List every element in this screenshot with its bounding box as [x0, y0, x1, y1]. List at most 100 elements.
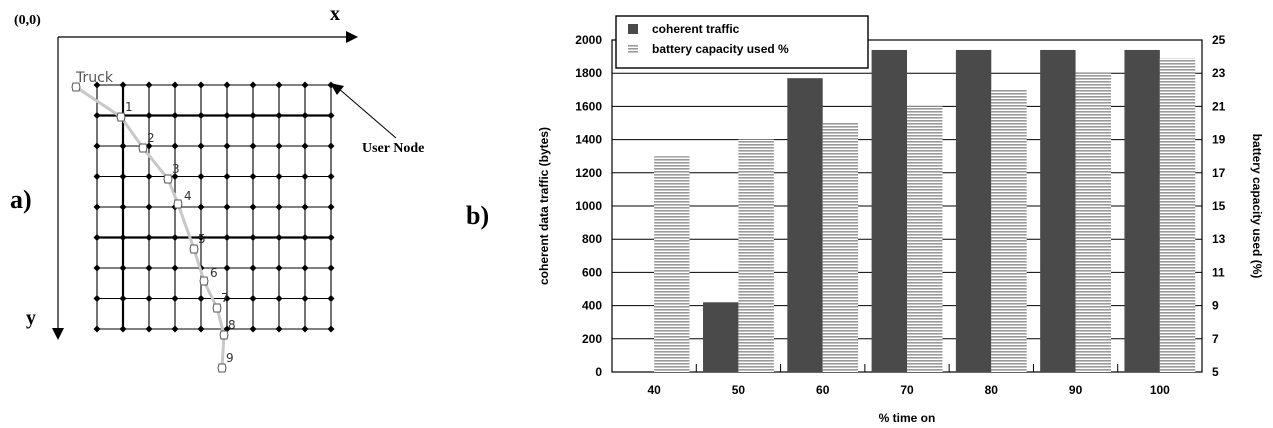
y-right-tick-label: 17 [1212, 166, 1226, 180]
sensor-node [275, 112, 283, 119]
sensor-node [171, 325, 179, 333]
sensor-node [119, 173, 127, 180]
sensor-node [223, 81, 231, 89]
sensor-node [301, 112, 309, 119]
path-step-label: 9 [226, 351, 234, 365]
sensor-node [197, 142, 205, 150]
y-right-tick-label: 25 [1212, 33, 1226, 47]
sensor-node [93, 325, 101, 333]
sensor-node [249, 325, 257, 333]
sensor-node [93, 264, 101, 272]
x-tick-label: 90 [1069, 383, 1083, 397]
sensor-node [327, 234, 335, 241]
x-tick-label: 40 [647, 383, 661, 397]
sensor-node [119, 234, 127, 241]
sensor-node [275, 264, 283, 272]
truck-label: Truck [75, 70, 114, 86]
x-axis-label: x [330, 3, 340, 25]
sensor-node [145, 203, 153, 211]
sensor-node [327, 203, 335, 211]
bar-battery-capacity [1159, 58, 1196, 372]
sensor-node [249, 203, 257, 211]
bar-coherent-traffic [703, 302, 739, 372]
sensor-node [119, 142, 127, 150]
sensor-node [327, 325, 335, 333]
bar-coherent-traffic [955, 49, 992, 373]
bar-chart: 0 200 400 600 800 1000 1200 1400 1600 1800 2000 5 7 9… [537, 15, 1264, 425]
sensor-node [249, 234, 257, 241]
sensor-node [327, 295, 335, 302]
sensor-node [197, 295, 205, 302]
y-right-tick-label: 11 [1212, 265, 1225, 279]
sensor-node [301, 173, 309, 180]
user-node-pointer-head [330, 83, 344, 95]
y-left-tick-label: 800 [582, 232, 602, 246]
sensor-node [301, 203, 309, 211]
legend-label-battery-capacity: battery capacity used % [652, 42, 789, 56]
legend-swatch-coherent-traffic [628, 24, 638, 34]
sensor-node [119, 325, 127, 333]
y-axis-label: y [26, 307, 36, 329]
truck-position-marker [212, 303, 222, 313]
bar-battery-capacity [654, 156, 690, 372]
truck-position-marker [219, 330, 229, 340]
sensor-node [275, 142, 283, 150]
x-tick-label: 50 [732, 383, 746, 397]
sensor-node [145, 234, 153, 241]
y-right-tick-label: 7 [1212, 332, 1219, 346]
sensor-node [171, 234, 179, 241]
sensor-node [301, 234, 309, 241]
y-left-tick-label: 1600 [575, 99, 602, 113]
sensor-node [223, 112, 231, 119]
sensor-node [327, 264, 335, 272]
sensor-node [275, 325, 283, 333]
panel-b-label: b) [466, 201, 489, 230]
legend-box [615, 15, 869, 69]
y-right-tick-label: 13 [1212, 232, 1226, 246]
truck-position-marker [173, 199, 183, 209]
sensor-node [301, 295, 309, 302]
y-right-tick-label: 19 [1212, 133, 1226, 147]
y-left-tick-label: 400 [582, 299, 602, 313]
sensor-node [249, 142, 257, 150]
x-tick-label: 80 [985, 383, 999, 397]
y-right-tick-label: 9 [1212, 299, 1219, 313]
sensor-node [301, 81, 309, 89]
y-left-tick-label: 1200 [575, 166, 602, 180]
sensor-node [327, 173, 335, 180]
y-left-tick-label: 200 [582, 332, 602, 346]
sensor-node [93, 142, 101, 150]
sensor-node [223, 264, 231, 272]
sensor-node [93, 295, 101, 302]
bar-coherent-traffic [1124, 49, 1160, 373]
sensor-node [301, 264, 309, 272]
truck-position-marker [217, 363, 227, 373]
truck-position-marker [163, 174, 173, 184]
bar-battery-capacity [738, 139, 774, 372]
sensor-node [145, 81, 153, 89]
y-right-axis-title: battery capacity used (%) [1250, 134, 1264, 279]
bar-battery-capacity [1075, 73, 1111, 372]
sensor-node [249, 173, 257, 180]
sensor-node [197, 234, 205, 241]
bar-battery-capacity [822, 123, 859, 372]
y-right-tick-label: 5 [1212, 365, 1219, 379]
y-left-tick-label: 1800 [575, 66, 602, 80]
path-step-label: 1 [125, 100, 133, 114]
sensor-node [119, 295, 127, 302]
bar-battery-capacity [907, 106, 943, 373]
legend-swatch-battery-capacity [628, 44, 638, 54]
sensor-node [93, 173, 101, 180]
y-left-tick-label: 2000 [575, 33, 602, 47]
bar-coherent-traffic [1040, 49, 1076, 373]
sensor-node [275, 295, 283, 302]
path-step-label: 5 [198, 232, 206, 246]
sensor-node [275, 173, 283, 180]
y-right-tick-label: 23 [1212, 66, 1226, 80]
sensor-node [171, 112, 179, 119]
sensor-node [327, 112, 335, 119]
sensor-node [275, 203, 283, 211]
bar-coherent-traffic [871, 49, 907, 373]
sensor-node [171, 295, 179, 302]
